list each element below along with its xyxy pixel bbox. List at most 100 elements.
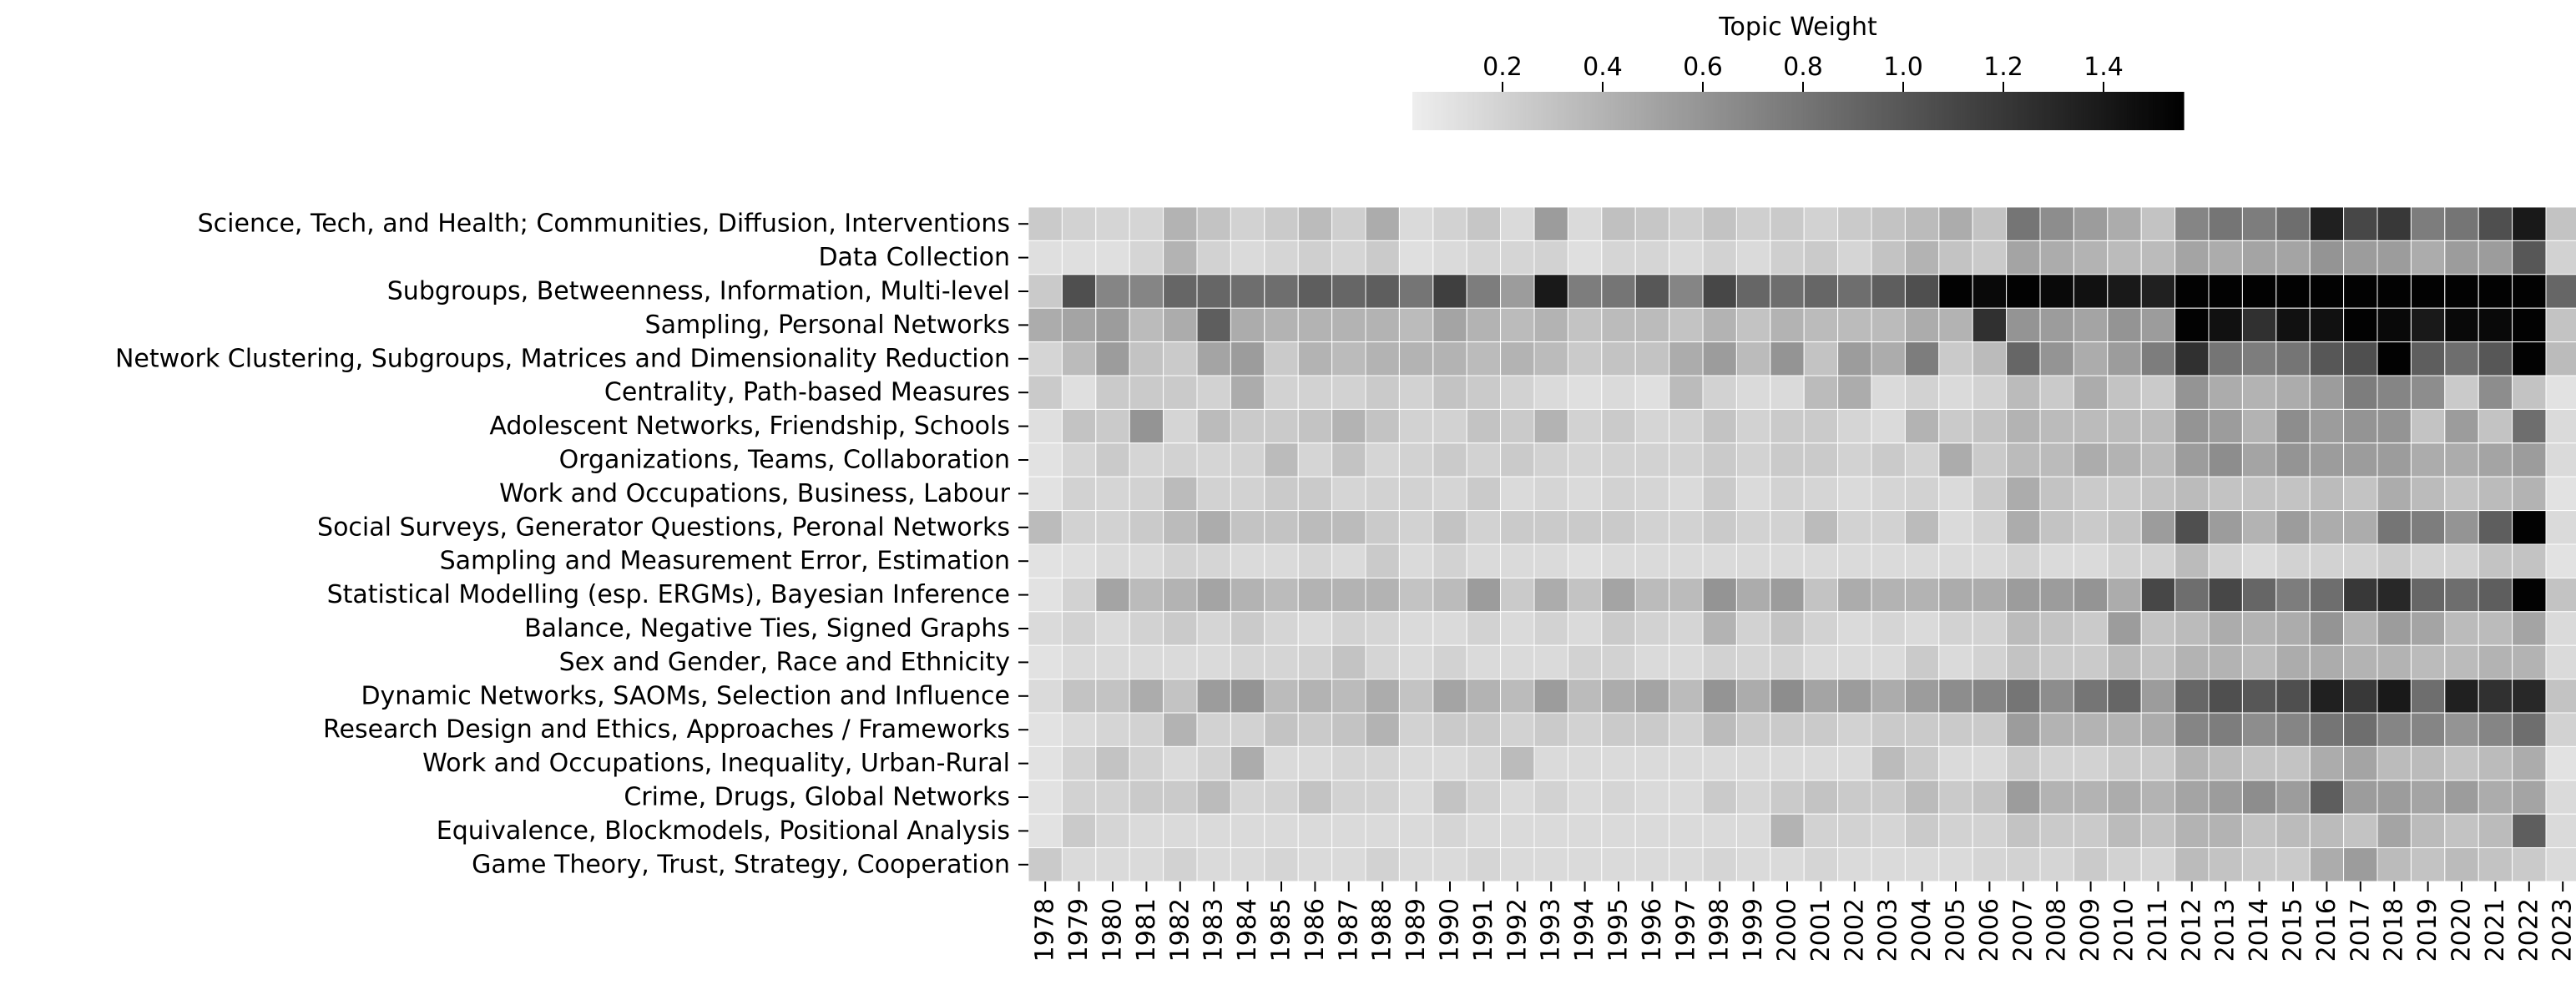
heatmap-cell <box>1500 745 1535 781</box>
heatmap-cell <box>1634 644 1670 680</box>
heatmap-cell <box>1938 780 1973 815</box>
heatmap-cell <box>1938 442 1973 477</box>
heatmap-cell <box>1398 644 1434 680</box>
heatmap-cell <box>1770 206 1805 241</box>
heatmap-cell <box>1601 543 1636 578</box>
heatmap-cell <box>2376 577 2412 613</box>
colorbar-strip <box>1991 92 1994 130</box>
heatmap-cell <box>1938 712 1973 747</box>
heatmap-cell <box>1634 442 1670 477</box>
heatmap-cell <box>1365 543 1400 578</box>
heatmap-cell <box>2444 240 2479 275</box>
heatmap-cell <box>2376 847 2412 882</box>
colorbar-strip <box>2029 92 2033 130</box>
heatmap-cell <box>1803 611 1839 646</box>
colorbar-strip <box>2132 92 2136 130</box>
heatmap-cell <box>1331 341 1366 376</box>
heatmap-cell <box>1938 476 1973 512</box>
colorbar-strip <box>1867 92 1871 130</box>
heatmap-cell <box>2073 745 2109 781</box>
heatmap-cell <box>1871 375 1906 410</box>
heatmap-cell <box>2208 240 2243 275</box>
heatmap-cell <box>1533 712 1568 747</box>
heatmap-cell <box>2107 206 2142 241</box>
heatmap-cell <box>1634 611 1670 646</box>
heatmap-cell <box>1972 307 2008 343</box>
heatmap-cell <box>2241 206 2277 241</box>
heatmap-cell <box>1803 206 1839 241</box>
heatmap-cell <box>1230 543 1265 578</box>
heatmap-cell <box>2410 847 2446 882</box>
colorbar-strip <box>1844 92 1848 130</box>
heatmap-cell <box>1567 679 1603 714</box>
colorbar-strip <box>1792 92 1796 130</box>
colorbar-strip <box>1708 92 1711 130</box>
heatmap-cell <box>1163 813 1198 849</box>
heatmap-cell <box>1365 476 1400 512</box>
heatmap-cell <box>2241 274 2277 309</box>
heatmap-cell <box>2545 745 2576 781</box>
colorbar-strip <box>1518 92 1521 130</box>
colorbar-strip <box>1882 92 1887 130</box>
heatmap-cell <box>2039 240 2074 275</box>
heatmap-cell <box>2478 745 2513 781</box>
colorbar-strip <box>2055 92 2058 130</box>
heatmap-cell <box>1230 847 1265 882</box>
heatmap-cell <box>2107 644 2142 680</box>
colorbar-strip <box>2106 92 2110 130</box>
heatmap-cell <box>2512 206 2547 241</box>
heatmap-cell <box>1365 847 1400 882</box>
heatmap-cell <box>1735 780 1771 815</box>
heatmap-cell <box>2275 611 2311 646</box>
colorbar-strip <box>1949 92 1953 130</box>
heatmap-cell <box>2174 543 2210 578</box>
colorbar-strip <box>1870 92 1873 130</box>
heatmap-cell <box>2376 543 2412 578</box>
heatmap-cell <box>2140 408 2176 444</box>
colorbar-strip <box>1574 92 1578 130</box>
colorbar-strip <box>2016 92 2020 130</box>
heatmap-cell <box>2107 240 2142 275</box>
colorbar-strip <box>1841 92 1846 130</box>
heatmap-cell <box>2208 408 2243 444</box>
heatmap-cell <box>1230 206 1265 241</box>
colorbar-strip <box>2163 92 2167 130</box>
heatmap-cell <box>1095 510 1130 545</box>
colorbar-strip <box>1947 92 1951 130</box>
heatmap-cell <box>1702 240 1737 275</box>
colorbar-strip <box>1937 92 1940 130</box>
heatmap-cell <box>2073 341 2109 376</box>
heatmap-cell <box>1264 341 1299 376</box>
heatmap-cell <box>2376 442 2412 477</box>
colorbar-strip <box>1520 92 1524 130</box>
x-tick-label: 2000 <box>1773 898 1802 962</box>
y-tick-label: Sampling and Measurement Error, Estimati… <box>440 547 1010 576</box>
colorbar-strip <box>1507 92 1511 130</box>
colorbar-strip <box>1734 92 1737 130</box>
colorbar-strip <box>1458 92 1462 130</box>
colorbar-strip <box>1865 92 1868 130</box>
colorbar-strip <box>1803 92 1806 130</box>
heatmap-cell <box>1095 847 1130 882</box>
colorbar-strip <box>1530 92 1534 130</box>
heatmap-cell <box>1770 644 1805 680</box>
colorbar-strip <box>1656 92 1660 130</box>
colorbar-strip <box>2175 92 2179 130</box>
heatmap-cell <box>1634 476 1670 512</box>
heatmap-cell <box>2107 847 2142 882</box>
colorbar-strip <box>1739 92 1742 130</box>
heatmap-cell <box>1500 408 1535 444</box>
heatmap-cell <box>2512 813 2547 849</box>
heatmap-cell <box>1972 442 2008 477</box>
colorbar-strip <box>1816 92 1820 130</box>
heatmap-cell <box>1770 341 1805 376</box>
y-tick-label: Data Collection <box>818 243 1010 272</box>
heatmap-cell <box>1365 375 1400 410</box>
heatmap-cell <box>1972 712 2008 747</box>
heatmap-cell <box>1837 442 1872 477</box>
heatmap-cell <box>1028 442 1063 477</box>
heatmap-cell <box>2275 206 2311 241</box>
colorbar-strip <box>2099 92 2103 130</box>
heatmap-cell <box>2174 577 2210 613</box>
colorbar-strip <box>1718 92 1722 130</box>
